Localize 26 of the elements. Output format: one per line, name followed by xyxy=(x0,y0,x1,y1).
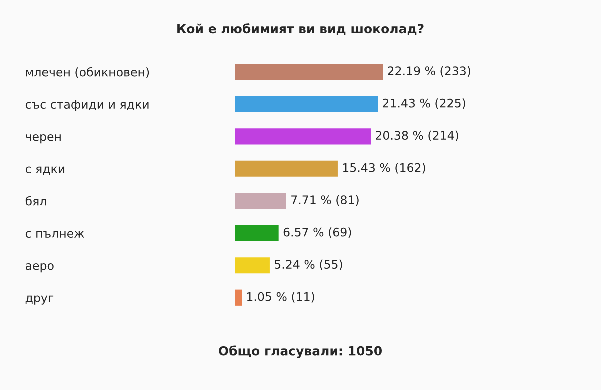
bar xyxy=(235,128,372,145)
y-tick-label: друг xyxy=(26,296,54,305)
bar xyxy=(235,290,242,306)
y-tick-label: млечен (обикновен) xyxy=(26,67,150,78)
y-tick-label: черен xyxy=(26,134,61,144)
y-tick-label: аеро xyxy=(26,264,54,273)
bar xyxy=(235,225,279,242)
text: Общо гласували: 1050 xyxy=(219,346,382,358)
data-label: 15.43 % (162) xyxy=(343,163,426,174)
bar xyxy=(235,64,384,80)
data-label: 6.57 % (69) xyxy=(284,228,352,238)
data-label: 21.43 % (225) xyxy=(383,98,466,110)
data-label: 5.24 % (55) xyxy=(275,260,342,270)
data-label: 22.19 % (233) xyxy=(388,66,471,77)
y-tick-label: със стафиди и ядки xyxy=(26,100,149,112)
bar xyxy=(235,193,286,210)
bar xyxy=(235,96,378,112)
y-tick-label: с ядки xyxy=(26,166,65,175)
data-label: 7.71 % (81) xyxy=(292,195,359,206)
bar xyxy=(235,160,338,177)
y-tick-label: с пълнеж xyxy=(26,231,84,238)
data-label: 20.38 % (214) xyxy=(376,130,458,142)
y-tick-label: бял xyxy=(26,196,46,206)
chart-title: Кой е любимият ви вид шоколад? xyxy=(178,24,424,36)
data-label: 1.05 % (11) xyxy=(247,292,314,303)
bar xyxy=(235,258,270,274)
